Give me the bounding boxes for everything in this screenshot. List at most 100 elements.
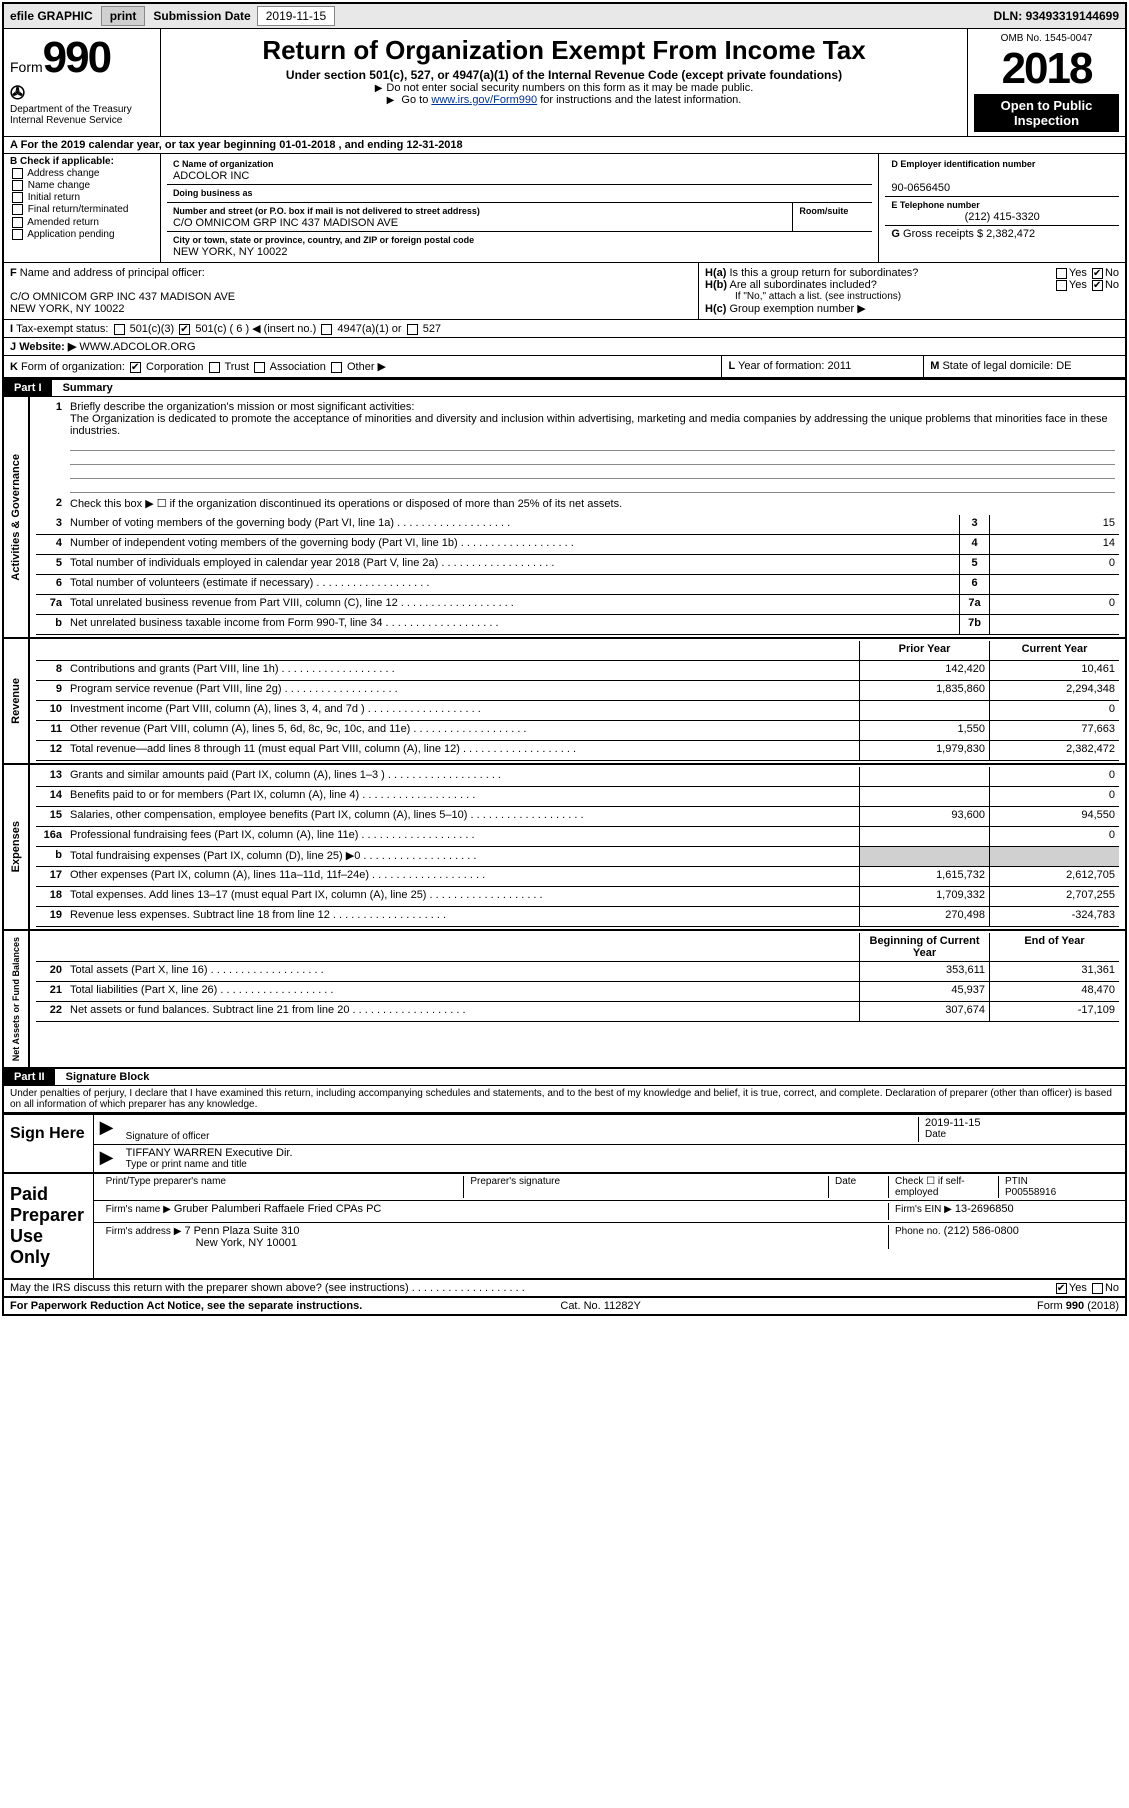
i-checkbox[interactable] (407, 324, 418, 335)
th-end-year: End of Year (989, 933, 1119, 961)
instructions-link[interactable]: www.irs.gov/Form990 (431, 94, 537, 106)
print-button[interactable]: print (101, 6, 146, 26)
firm-addr2: New York, NY 10001 (106, 1237, 297, 1249)
table-row: 15Salaries, other compensation, employee… (36, 807, 1119, 827)
irs-label: Internal Revenue Service (10, 115, 154, 126)
col-b-checkboxes: B Check if applicable: Address change Na… (4, 154, 161, 262)
firm-ein: 13-2696850 (955, 1203, 1014, 1215)
ein-value: 90-0656450 (891, 182, 950, 194)
table-row: 19Revenue less expenses. Subtract line 1… (36, 907, 1119, 927)
b-checkbox[interactable] (12, 168, 23, 179)
omb-cell: OMB No. 1545-0047 2018 Open to Public In… (968, 29, 1125, 136)
part-2-header: Part II Signature Block (4, 1067, 1125, 1086)
ptin-label: PTIN (1005, 1176, 1028, 1187)
tax-year-begin: 01-01-2018 (279, 139, 335, 151)
form-990-page: efile GRAPHIC print Submission Date 2019… (2, 2, 1127, 1316)
part-2-title: Signature Block (58, 1071, 150, 1083)
ha-no-checkbox[interactable] (1092, 268, 1103, 279)
table-row: bTotal fundraising expenses (Part IX, co… (36, 847, 1119, 867)
section-net-assets: Net Assets or Fund Balances Beginning of… (4, 929, 1125, 1067)
hb-no-checkbox[interactable] (1092, 280, 1103, 291)
b-checkbox[interactable] (12, 204, 23, 215)
page-footer: For Paperwork Reduction Act Notice, see … (4, 1297, 1125, 1314)
part-1-title: Summary (55, 382, 113, 394)
line-a: A For the 2019 calendar year, or tax yea… (4, 137, 1125, 154)
org-name: ADCOLOR INC (173, 170, 249, 182)
discuss-yes-checkbox[interactable] (1056, 1283, 1067, 1294)
officer-name-title: TIFFANY WARREN Executive Dir. (126, 1147, 1113, 1159)
signature-arrow-icon-2: ▶ (100, 1147, 120, 1170)
perjury-declaration: Under penalties of perjury, I declare th… (4, 1086, 1125, 1113)
goto-suffix: for instructions and the latest informat… (537, 94, 741, 106)
city-state-zip: NEW YORK, NY 10022 (173, 246, 288, 258)
room-label: Room/suite (799, 206, 848, 216)
table-row: 10Investment income (Part VIII, column (… (36, 701, 1119, 721)
sign-here-label: Sign Here (4, 1115, 94, 1172)
mission-text: The Organization is dedicated to promote… (70, 413, 1108, 437)
year-formation-value: 2011 (828, 360, 852, 372)
ssn-warning: Do not enter social security numbers on … (167, 82, 961, 94)
i-checkbox[interactable] (179, 324, 190, 335)
col-c-name-address: C Name of organizationADCOLOR INC Doing … (161, 154, 878, 262)
table-row: 3Number of voting members of the governi… (36, 515, 1119, 535)
k-checkbox[interactable] (254, 362, 265, 373)
submission-date-label: Submission Date (147, 9, 256, 23)
firm-name: Gruber Palumberi Raffaele Fried CPAs PC (174, 1203, 381, 1215)
i-checkbox[interactable] (114, 324, 125, 335)
table-row: 17Other expenses (Part IX, column (A), l… (36, 867, 1119, 887)
firm-addr-label: Firm's address ▶ (106, 1226, 182, 1237)
sign-here-block: Sign Here ▶ Signature of officer 2019-11… (4, 1113, 1125, 1172)
side-expenses: Expenses (8, 817, 24, 876)
k-checkbox[interactable] (331, 362, 342, 373)
discuss-no-checkbox[interactable] (1092, 1283, 1103, 1294)
k-checkbox[interactable] (209, 362, 220, 373)
sig-date-value: 2019-11-15 (925, 1117, 1113, 1129)
instructions-link-line: Go to www.irs.gov/Form990 for instructio… (167, 94, 961, 106)
i-checkbox[interactable] (321, 324, 332, 335)
table-row: 20Total assets (Part X, line 16)353,6113… (36, 962, 1119, 982)
part-2-label: Part II (4, 1069, 55, 1085)
gross-receipts-value: 2,382,472 (986, 228, 1035, 240)
city-label: City or town, state or province, country… (173, 235, 474, 245)
ha-yes-checkbox[interactable] (1056, 268, 1067, 279)
table-row: 5Total number of individuals employed in… (36, 555, 1119, 575)
website-label: Website: ▶ (19, 341, 76, 353)
firm-ein-label: Firm's EIN ▶ (895, 1204, 952, 1215)
table-row: 21Total liabilities (Part X, line 26)45,… (36, 982, 1119, 1002)
col-deg: D Employer identification number90-06564… (878, 154, 1125, 262)
ein-label: Employer identification number (900, 159, 1035, 169)
b-checkbox[interactable] (12, 229, 23, 240)
table-row: 4Number of independent voting members of… (36, 535, 1119, 555)
h-b-text: Are all subordinates included? (729, 279, 876, 291)
b-checkbox[interactable] (12, 180, 23, 191)
hb-yes-checkbox[interactable] (1056, 280, 1067, 291)
b-checkbox[interactable] (12, 192, 23, 203)
part-1-label: Part I (4, 380, 52, 396)
type-print-name-label: Type or print name and title (126, 1159, 1113, 1170)
table-row: 8Contributions and grants (Part VIII, li… (36, 661, 1119, 681)
k-checkbox[interactable] (130, 362, 141, 373)
pra-notice: For Paperwork Reduction Act Notice, see … (10, 1300, 362, 1312)
addr-label: Number and street (or P.O. box if mail i… (173, 206, 480, 216)
form-title: Return of Organization Exempt From Incom… (167, 35, 961, 66)
table-row: 13Grants and similar amounts paid (Part … (36, 767, 1119, 787)
sig-date-label: Date (925, 1129, 1113, 1140)
th-current-year: Current Year (989, 641, 1119, 660)
table-row: 16aProfessional fundraising fees (Part I… (36, 827, 1119, 847)
b-checkbox[interactable] (12, 217, 23, 228)
firm-name-label: Firm's name ▶ (106, 1204, 171, 1215)
domicile-value: DE (1056, 360, 1071, 372)
form-subtitle: Under section 501(c), 527, or 4947(a)(1)… (167, 68, 961, 82)
th-prior-year: Prior Year (859, 641, 989, 660)
entity-block: B Check if applicable: Address change Na… (4, 154, 1125, 263)
form-number: 990 (43, 33, 110, 82)
table-row: 6Total number of volunteers (estimate if… (36, 575, 1119, 595)
submission-date-value: 2019-11-15 (257, 6, 336, 26)
mission-label: Briefly describe the organization's miss… (70, 401, 414, 413)
principal-officer: F Name and address of principal officer:… (4, 263, 699, 319)
table-row: 9Program service revenue (Part VIII, lin… (36, 681, 1119, 701)
preparer-name-label: Print/Type preparer's name (100, 1176, 465, 1198)
side-net-assets: Net Assets or Fund Balances (9, 933, 23, 1065)
preparer-sig-label: Preparer's signature (464, 1176, 829, 1198)
table-row: 22Net assets or fund balances. Subtract … (36, 1002, 1119, 1022)
